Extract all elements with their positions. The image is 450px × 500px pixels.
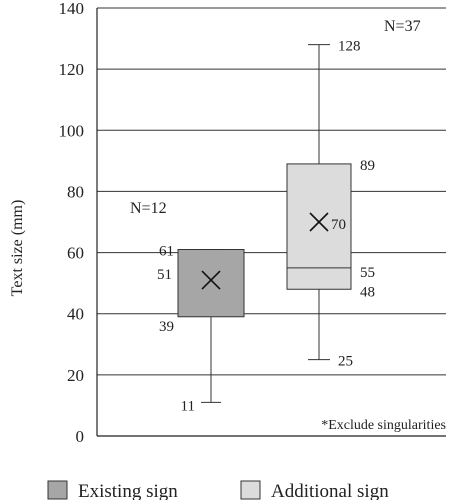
box-iqr [286, 163, 352, 290]
legend-label: Existing sign [78, 481, 178, 500]
box-2: 128 89 55 48 25 70 N=37 [286, 18, 421, 370]
y-tick-label: 40 [67, 305, 84, 324]
legend-label: Additional sign [271, 481, 389, 500]
plot-area: 61 39 11 51 N=12 128 89 55 48 25 70 N=37 [130, 18, 421, 414]
mean-marker [201, 270, 221, 290]
y-tick-label: 80 [67, 182, 84, 201]
legend-swatch [240, 480, 261, 500]
q3-label: 61 [159, 244, 174, 260]
y-axis-label: Text size (mm) [9, 200, 26, 297]
legend-item: Additional sign [240, 480, 389, 500]
box-iqr [177, 249, 245, 318]
y-tick-label: 140 [59, 0, 85, 18]
y-tick-label: 120 [59, 60, 85, 79]
y-tick-label: 0 [76, 427, 85, 446]
median-label: 55 [360, 265, 375, 281]
min-label: 25 [338, 354, 353, 370]
sample-size-label: N=37 [384, 18, 421, 35]
grid-lines [96, 7, 446, 437]
box-1: 61 39 11 51 N=12 [130, 200, 245, 414]
y-axis-ticks: 0 20 40 60 80 100 120 140 [59, 0, 85, 446]
max-label: 128 [338, 39, 361, 55]
q1-label: 48 [360, 284, 375, 300]
mean-marker [309, 212, 329, 232]
legend: Existing sign Additional sign [47, 480, 389, 500]
q3-label: 89 [360, 158, 375, 174]
y-tick-label: 20 [67, 366, 84, 385]
sample-size-label: N=12 [130, 200, 167, 217]
mean-label: 51 [157, 267, 172, 283]
y-tick-label: 100 [59, 121, 85, 140]
footnote: *Exclude singularities [321, 418, 446, 433]
min-label: 11 [181, 398, 195, 414]
mean-label: 70 [331, 217, 346, 233]
legend-item: Existing sign [47, 480, 178, 500]
legend-swatch [47, 480, 68, 500]
y-tick-label: 60 [67, 244, 84, 263]
q1-label: 39 [159, 319, 174, 335]
